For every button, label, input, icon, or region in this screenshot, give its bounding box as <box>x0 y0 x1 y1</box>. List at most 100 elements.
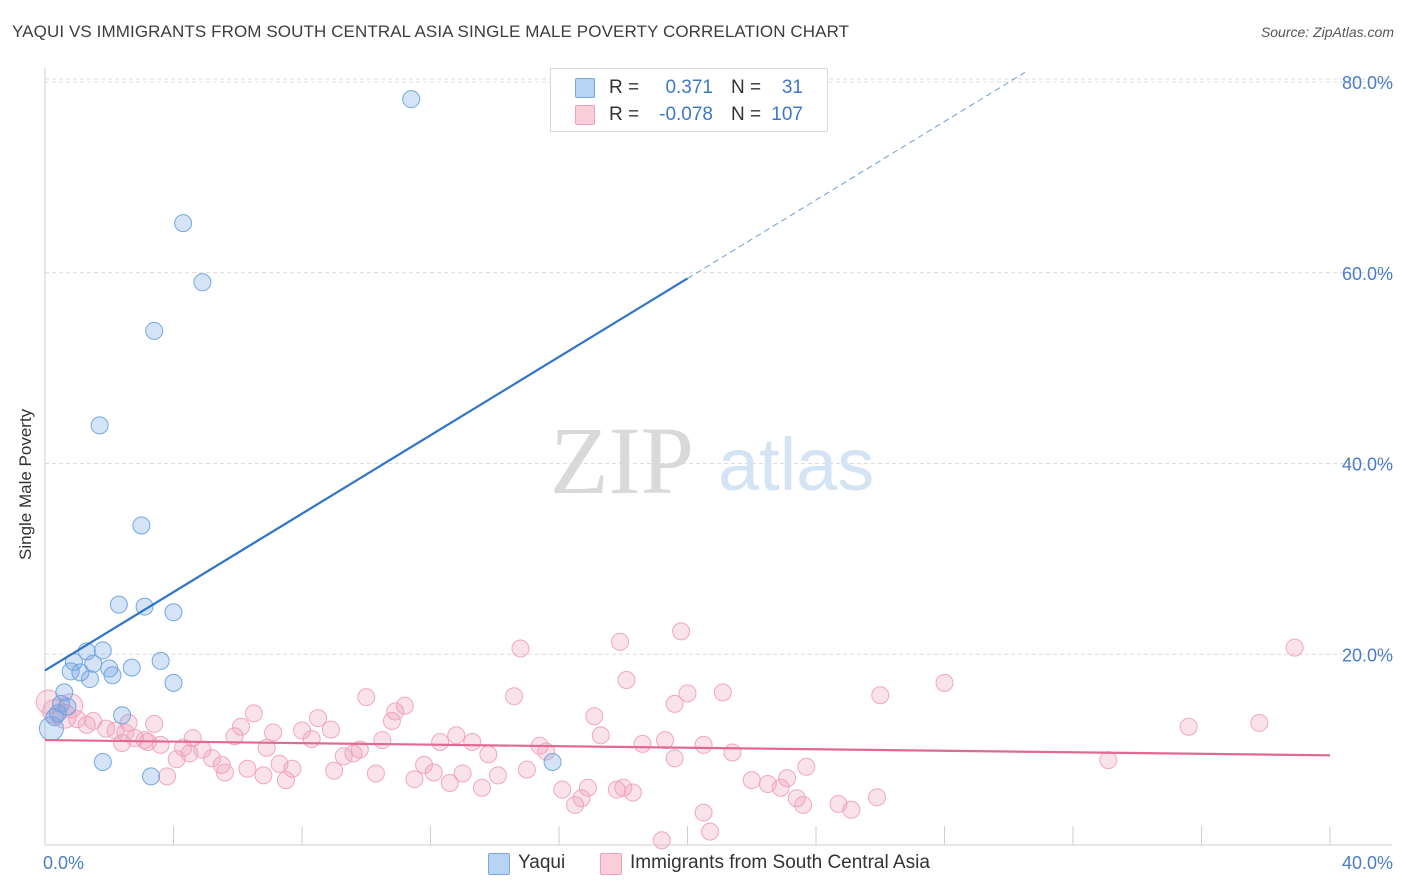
data-point-yaqui <box>145 321 164 340</box>
data-point-immigrants <box>694 803 713 822</box>
data-point-yaqui <box>122 658 141 677</box>
gridlines <box>45 78 1392 655</box>
data-point-immigrants <box>415 755 434 774</box>
trend-line-yaqui-extension <box>687 72 1026 279</box>
data-point-immigrants <box>566 795 585 814</box>
data-point-immigrants <box>723 743 742 762</box>
data-point-immigrants <box>215 763 234 782</box>
data-point-immigrants <box>871 686 890 705</box>
data-point-immigrants <box>694 735 713 754</box>
data-point-immigrants <box>321 720 340 739</box>
immigrants-points <box>35 622 1304 850</box>
watermark-zip: ZIP <box>550 407 694 514</box>
data-point-yaqui <box>93 753 112 772</box>
data-point-immigrants <box>325 761 344 780</box>
legend-swatch-yaqui <box>488 853 510 875</box>
data-point-immigrants <box>238 759 257 778</box>
legend-n-label: N = <box>731 104 762 125</box>
legend-r-label: R = <box>609 77 640 98</box>
data-point-yaqui <box>61 662 80 681</box>
data-point-yaqui <box>151 651 170 670</box>
data-point-immigrants <box>1179 717 1198 736</box>
data-point-immigrants <box>794 795 813 814</box>
data-point-immigrants <box>309 709 328 728</box>
data-point-immigrants <box>203 749 222 768</box>
legend-n-value: 107 <box>771 104 803 125</box>
data-point-immigrants <box>665 749 684 768</box>
legend-r-label: R = <box>609 104 640 125</box>
legend-label-immigrants: Immigrants from South Central Asia <box>630 852 930 873</box>
data-point-immigrants <box>453 764 472 783</box>
data-point-immigrants <box>283 759 302 778</box>
data-point-immigrants <box>463 732 482 751</box>
data-point-yaqui <box>93 641 112 660</box>
source-label: Source: ZipAtlas.com <box>1260 24 1394 40</box>
data-point-immigrants <box>633 734 652 753</box>
y-tick-label: 60.0% <box>1342 264 1393 284</box>
data-point-immigrants <box>1285 638 1304 657</box>
data-point-immigrants <box>302 730 321 749</box>
data-point-immigrants <box>742 771 761 790</box>
data-point-immigrants <box>424 763 443 782</box>
y-axis-label: Single Male Poverty <box>16 408 35 560</box>
data-point-yaqui <box>402 90 421 109</box>
data-point-immigrants <box>578 778 597 797</box>
data-point-immigrants <box>537 742 556 761</box>
data-point-yaqui <box>71 663 90 682</box>
legend-swatch-yaqui <box>575 78 595 98</box>
y-tick-label: 20.0% <box>1342 645 1393 665</box>
data-point-immigrants <box>119 713 138 732</box>
y-tick-label: 80.0% <box>1342 73 1393 93</box>
tick-labels: 20.0% 40.0% 60.0% 80.0% 0.0% 40.0% <box>43 73 1393 873</box>
data-point-yaqui <box>80 670 99 689</box>
data-point-immigrants <box>386 702 405 721</box>
legend-swatch-immigrants <box>600 853 622 875</box>
data-point-immigrants <box>787 789 806 808</box>
data-point-immigrants <box>1099 751 1118 770</box>
data-point-yaqui <box>90 416 109 435</box>
data-point-immigrants <box>254 766 273 785</box>
data-point-immigrants <box>488 766 507 785</box>
data-point-yaqui <box>113 706 132 725</box>
trend-lines <box>44 72 1331 757</box>
legend-row-immigrants: R = -0.078 N = 107 <box>551 102 827 128</box>
data-point-immigrants <box>572 789 591 808</box>
data-point-immigrants <box>652 831 671 850</box>
watermark: ZIP atlas <box>550 407 874 514</box>
data-point-yaqui <box>174 214 193 233</box>
data-point-immigrants <box>656 731 675 750</box>
x-tick-label: 0.0% <box>43 853 84 873</box>
data-point-immigrants <box>842 800 861 819</box>
data-point-immigrants <box>797 757 816 776</box>
data-point-yaqui <box>109 595 128 614</box>
y-tick-label: 40.0% <box>1342 455 1393 475</box>
legend-r-value: 0.371 <box>665 77 713 98</box>
data-point-immigrants <box>505 687 524 706</box>
data-point-yaqui <box>38 716 64 742</box>
data-point-immigrants <box>395 696 414 715</box>
data-point-yaqui <box>164 673 183 692</box>
data-point-immigrants <box>678 684 697 703</box>
watermark-atlas: atlas <box>718 423 874 506</box>
data-point-immigrants <box>440 774 459 793</box>
data-point-yaqui <box>142 767 161 786</box>
data-point-immigrants <box>350 740 369 759</box>
legend-r-value: -0.078 <box>659 104 713 125</box>
data-point-immigrants <box>623 783 642 802</box>
data-point-immigrants <box>771 778 790 797</box>
data-point-immigrants <box>479 745 498 764</box>
axes <box>44 68 1392 846</box>
yaqui-points <box>38 90 562 786</box>
data-point-immigrants <box>225 727 244 746</box>
x-tick-label: 40.0% <box>1342 853 1393 873</box>
data-point-immigrants <box>145 714 164 733</box>
data-point-yaqui <box>543 753 562 772</box>
trend-line-yaqui <box>44 277 689 672</box>
data-point-immigrants <box>672 622 691 641</box>
data-point-immigrants <box>611 632 630 651</box>
data-point-yaqui <box>135 597 154 616</box>
data-point-immigrants <box>151 735 170 754</box>
data-point-immigrants <box>591 726 610 745</box>
data-point-immigrants <box>357 688 376 707</box>
